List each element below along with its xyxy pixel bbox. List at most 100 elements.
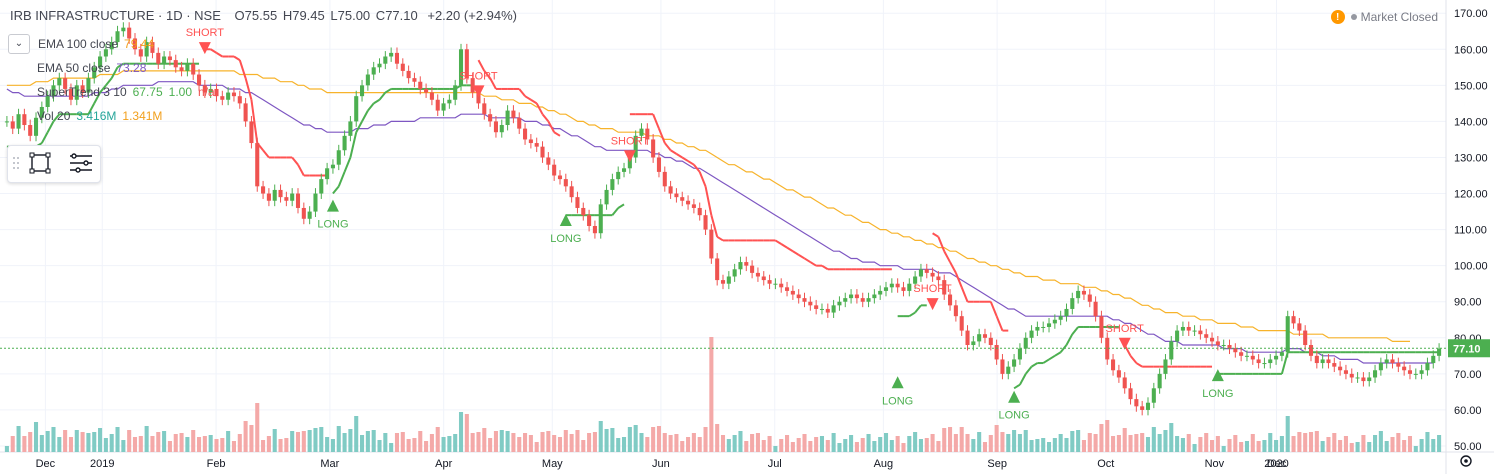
volume-bar (1017, 434, 1022, 452)
supertrend-segment (40, 131, 49, 144)
candle-body (453, 85, 458, 100)
chevron-down-icon: ⌄ (14, 38, 24, 49)
candle-body (825, 308, 830, 313)
supertrend-segment (675, 153, 683, 159)
supertrend-segment (361, 110, 369, 122)
volume-bar (51, 427, 56, 452)
volume-bar (517, 437, 522, 452)
volume-bar (1367, 442, 1372, 452)
candle-body (645, 128, 650, 140)
volume-bar (255, 403, 260, 452)
volume-bar (336, 426, 341, 452)
volume-bar (103, 438, 108, 452)
ema50-line (6, 81, 1434, 364)
candle-body (511, 110, 516, 118)
candle-body (569, 186, 574, 198)
volume-bar (982, 442, 988, 452)
supertrend-segment (681, 156, 689, 162)
supertrend-segment (1059, 344, 1068, 353)
low-value: 75.00 (337, 8, 371, 23)
candle-body (1006, 366, 1011, 374)
supertrend-segment (483, 70, 491, 79)
legend-volume[interactable]: Vol 20 3.416M 1.341M (8, 104, 215, 128)
volume-bar (476, 432, 481, 452)
candle-body (953, 305, 958, 317)
candle-body (389, 52, 394, 57)
volume-bar (406, 439, 411, 452)
supertrend-segment (617, 203, 625, 209)
candle-body (750, 265, 755, 273)
candle-body (1407, 370, 1413, 374)
x-tick-label: Jul (768, 458, 782, 470)
candle-body (1355, 377, 1360, 379)
rectangle-tool-icon[interactable] (29, 152, 51, 174)
volume-bar (162, 431, 167, 452)
volume-bar (1064, 438, 1069, 452)
supertrend-segment (110, 66, 119, 79)
volume-bar (424, 441, 429, 452)
volume-bar (988, 435, 993, 452)
candle-body (429, 92, 434, 100)
candle-body (959, 316, 964, 331)
volume-value: 3.416M (76, 109, 117, 123)
candle-body (982, 334, 988, 338)
candle-body (1384, 359, 1389, 364)
volume-bar (907, 436, 912, 452)
volume-bar (639, 433, 644, 452)
volume-bar (697, 437, 702, 452)
ema100-value: 79.44 (124, 37, 155, 51)
candle-body (819, 308, 825, 310)
candle-body (1180, 326, 1185, 331)
open-label: O (234, 8, 245, 23)
short-signal-arrow (198, 42, 211, 55)
candle-body (377, 63, 382, 68)
candle-body (1268, 359, 1273, 364)
candle-body (1431, 355, 1436, 364)
candle-body (1058, 316, 1063, 320)
supertrend-value3: n/a (198, 85, 215, 99)
candle-body (773, 283, 778, 285)
candle-body (1046, 323, 1052, 327)
volume-bar (866, 434, 871, 452)
short-signal-label: SHORT (611, 135, 650, 147)
candle-body (342, 135, 347, 151)
candle-body (278, 189, 283, 198)
candle-body (109, 42, 114, 50)
volume-bar (563, 430, 568, 452)
volume-bar (1419, 439, 1424, 452)
volume-bar (662, 433, 667, 452)
candle-body (458, 49, 464, 86)
volume-bar (831, 433, 836, 452)
volume-bar (39, 435, 44, 452)
candle-body (1140, 406, 1145, 410)
candle-body (1285, 316, 1290, 353)
volume-bar (28, 432, 33, 452)
volume-bar (196, 437, 202, 452)
volume-bar (1431, 439, 1436, 452)
drag-handle-icon[interactable] (13, 157, 19, 169)
volume-bar (115, 427, 120, 452)
market-status[interactable]: ! Market Closed (1330, 10, 1438, 24)
legend-supertrend[interactable]: SuperTrend 3 10 67.75 1.00 n/a (8, 80, 215, 104)
candle-body (715, 258, 720, 281)
ema100-label: EMA 100 close (38, 37, 119, 51)
candle-body (1308, 345, 1314, 356)
supertrend-segment (960, 286, 969, 303)
object-list-icon[interactable] (70, 153, 92, 173)
candle-body (191, 63, 196, 75)
supertrend-segment (710, 214, 719, 238)
settings-gear-icon[interactable] (1460, 455, 1472, 467)
volume-bar (930, 434, 935, 452)
candle-body (1175, 330, 1180, 342)
supertrend-segment (343, 157, 352, 173)
legend-ema100[interactable]: ⌄ EMA 100 close 79.44 (8, 32, 215, 56)
volume-bar (441, 437, 446, 452)
y-tick-label: 170.00 (1454, 8, 1488, 20)
candle-body (1390, 359, 1395, 364)
legend-ema50[interactable]: EMA 50 close 73.28 (8, 56, 215, 80)
candle-body (1041, 326, 1046, 328)
volume-bar (540, 432, 545, 452)
supertrend-segment (1129, 355, 1138, 364)
collapse-legend-button[interactable]: ⌄ (8, 34, 30, 54)
